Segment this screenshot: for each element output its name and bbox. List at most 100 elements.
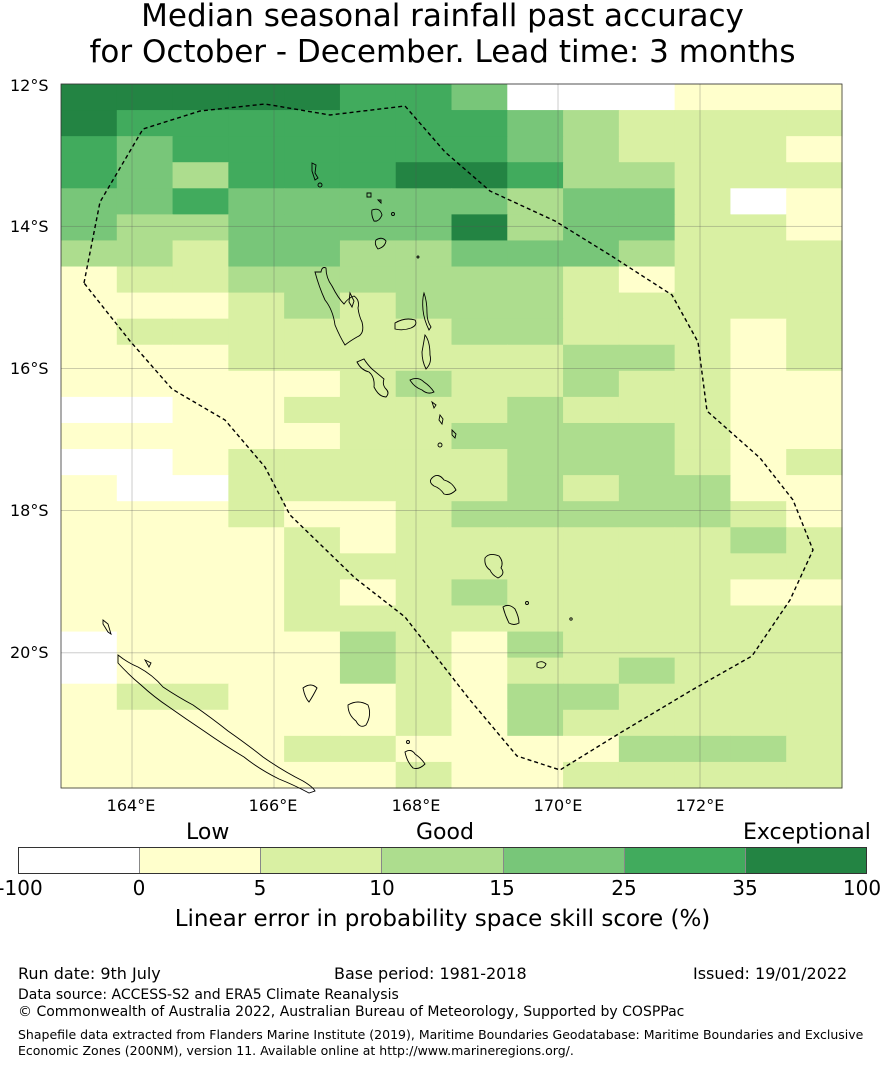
grid-cell xyxy=(228,605,285,633)
grid-cell xyxy=(618,396,676,424)
grid-cell xyxy=(507,214,564,242)
grid-cell xyxy=(172,527,229,554)
grid-cell xyxy=(116,449,174,476)
grid-cell xyxy=(395,370,453,398)
grid-cell xyxy=(507,370,564,398)
grid-cell xyxy=(563,344,620,372)
grid-cell xyxy=(228,110,285,137)
grid-cell xyxy=(674,344,732,372)
grid-cell xyxy=(284,527,341,554)
grid-cell xyxy=(61,422,118,450)
grid-cell xyxy=(618,709,676,737)
grid-cell xyxy=(563,318,620,346)
grid-cell xyxy=(563,136,620,163)
lon-label-168e: 168°E xyxy=(391,796,441,815)
grid-cell xyxy=(674,735,732,763)
grid-cell xyxy=(395,240,453,268)
grid-cell xyxy=(674,110,732,137)
grid-cell xyxy=(507,344,564,372)
grid-cell xyxy=(730,344,787,372)
grid-cell xyxy=(172,292,229,320)
grid-cell xyxy=(618,318,676,346)
lon-label-172e: 172°E xyxy=(675,796,725,815)
colorbar-tick: 25 xyxy=(611,876,637,900)
grid-cell xyxy=(507,84,564,111)
grid-cell xyxy=(507,188,564,215)
grid-cell xyxy=(618,475,676,502)
grid-cell xyxy=(172,188,229,215)
grid-cell xyxy=(339,136,397,163)
grid-cell xyxy=(451,761,508,789)
grid-cell xyxy=(339,761,397,789)
lon-label-170e: 170°E xyxy=(533,796,583,815)
grid-cell xyxy=(284,761,341,789)
grid-cell xyxy=(228,422,285,450)
grid-cell xyxy=(451,344,508,372)
grid-cell xyxy=(730,396,787,424)
grid-cell xyxy=(563,657,620,685)
grid-cell xyxy=(228,709,285,737)
grid-cell xyxy=(284,605,341,633)
grid-cell xyxy=(172,266,229,294)
grid-cell xyxy=(228,214,285,242)
grid-cell xyxy=(507,579,564,607)
grid-cell xyxy=(563,292,620,320)
grid-cell xyxy=(563,605,620,633)
grid-cell xyxy=(786,396,843,424)
grid-cell xyxy=(284,240,341,268)
grid-cell xyxy=(730,266,787,294)
grid-cell xyxy=(451,292,508,320)
grid-cell xyxy=(730,735,787,763)
grid-cell xyxy=(172,110,229,137)
grid-cell xyxy=(395,422,453,450)
grid-cell xyxy=(563,266,620,294)
grid-cell xyxy=(618,683,676,711)
grid-cell xyxy=(61,344,118,372)
grid-cell xyxy=(395,761,453,789)
grid-cell xyxy=(730,110,787,137)
grid-cell xyxy=(730,709,787,737)
grid-cell xyxy=(172,605,229,633)
grid-cell xyxy=(116,136,174,163)
grid-cell xyxy=(284,475,341,502)
grid-cell xyxy=(228,188,285,215)
grid-cell xyxy=(116,292,174,320)
grid-cell xyxy=(61,396,118,424)
grid-cell xyxy=(61,605,118,633)
grid-cell xyxy=(507,527,564,554)
colorbar-tick: 15 xyxy=(489,876,515,900)
grid-cell xyxy=(228,240,285,268)
grid-cell xyxy=(395,605,453,633)
grid-cell xyxy=(172,136,229,163)
grid-cell xyxy=(228,449,285,476)
legend-category-good: Good xyxy=(416,820,474,845)
grid-cell xyxy=(563,370,620,398)
grid-cell xyxy=(618,579,676,607)
colorbar xyxy=(18,847,867,874)
grid-cell xyxy=(172,657,229,685)
grid-cell xyxy=(786,579,843,607)
grid-cell xyxy=(507,735,564,763)
grid-cell xyxy=(395,579,453,607)
grid-cell xyxy=(116,527,174,554)
grid-cell xyxy=(228,344,285,372)
grid-cell xyxy=(786,162,843,189)
grid-cell xyxy=(339,214,397,242)
grid-cell xyxy=(339,605,397,633)
grid-cell xyxy=(61,136,118,163)
grid-cell xyxy=(395,214,453,242)
lat-label-18s: 18°S xyxy=(10,501,49,520)
grid-cell xyxy=(786,344,843,372)
grid-cell xyxy=(172,318,229,346)
grid-cell xyxy=(395,84,453,111)
lon-label-164e: 164°E xyxy=(106,796,156,815)
grid-cell xyxy=(618,761,676,789)
grid-cell xyxy=(507,553,564,580)
grid-cell xyxy=(563,501,620,528)
grid-cell xyxy=(451,579,508,607)
grid-cell xyxy=(228,292,285,320)
grid-cell xyxy=(228,501,285,528)
shapefile-credit-line1: Shapefile data extracted from Flanders M… xyxy=(18,1027,864,1042)
grid-cell xyxy=(674,761,732,789)
grid-cell xyxy=(674,84,732,111)
